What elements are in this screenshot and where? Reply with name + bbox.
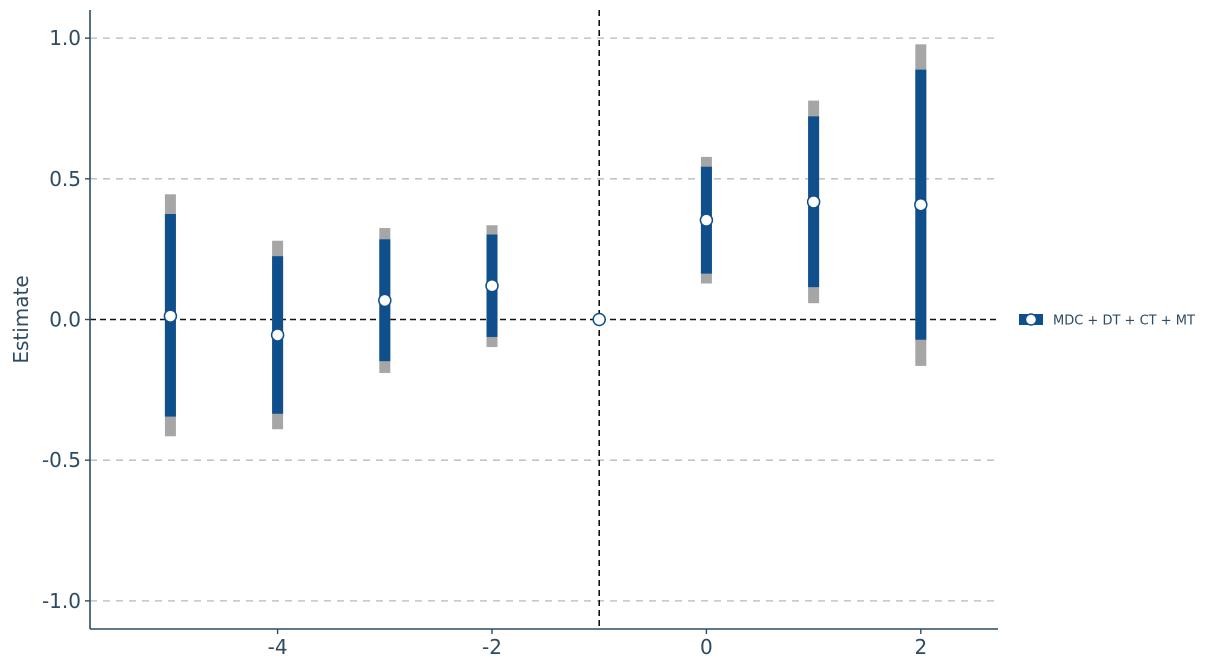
point-estimate xyxy=(163,309,178,323)
x-tick-label: -2 xyxy=(482,635,502,658)
gridlines xyxy=(90,37,998,602)
legend-label: MDC + DT + CT + MT xyxy=(1053,314,1195,329)
y-tick-label: -1.0 xyxy=(42,589,81,613)
y-tick-label: 0.0 xyxy=(49,308,81,332)
y-tick-label: 1.0 xyxy=(49,26,81,50)
y-axis-title: Estimate xyxy=(9,275,33,363)
point-estimate xyxy=(699,213,714,227)
point-estimate xyxy=(485,278,499,293)
y-tick-label: -0.5 xyxy=(42,448,81,472)
y-tick-label: 0.5 xyxy=(49,167,81,191)
legend-point xyxy=(1024,313,1038,326)
point-estimate xyxy=(270,328,285,342)
point-estimate xyxy=(806,195,821,209)
point-estimate xyxy=(378,293,392,308)
point-range-icon xyxy=(1019,313,1043,326)
x-tick-label: 0 xyxy=(700,635,713,658)
legend: MDC + DT + CT + MT xyxy=(1019,313,1195,329)
plot-marks xyxy=(163,44,928,437)
reference-lines xyxy=(90,10,998,629)
point-estimate xyxy=(914,197,928,212)
x-tick-label: -4 xyxy=(268,635,288,658)
point-estimate xyxy=(592,312,606,327)
tick-labels: -1.0 -0.5 0.0 0.5 1.0 -4 -2 0 2 xyxy=(42,26,927,658)
x-tick-label: 2 xyxy=(914,635,927,658)
